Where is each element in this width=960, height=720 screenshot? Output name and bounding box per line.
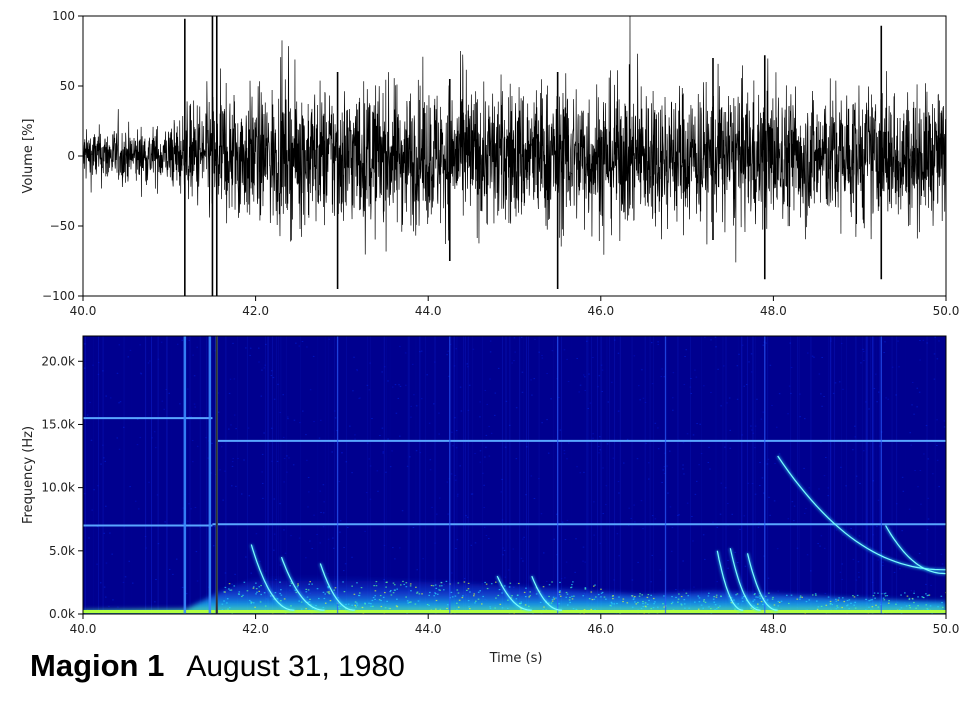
spectrogram-noise-speckle: [83, 336, 946, 614]
waveform-x-tick-label: 40.0: [70, 304, 97, 318]
spectrogram-whistler: [777, 455, 946, 571]
spectrogram-whistler: [496, 575, 532, 611]
waveform-trace: [83, 16, 946, 263]
waveform-y-tick-label: −50: [50, 219, 75, 233]
spectrogram-y-tick-label: 15.0k: [41, 417, 75, 431]
spectrogram-plot: [83, 336, 946, 614]
spectrogram-frame: [82, 335, 947, 615]
spectrogram-whistler: [531, 575, 562, 611]
waveform-x-ticks: 40.0 42.0 44.0 46.0 48.0 50.0: [70, 296, 960, 318]
spectrogram-y-tick-label: 0.0k: [49, 607, 75, 621]
waveform-x-tick-label: 48.0: [760, 304, 787, 318]
spectrogram-background: [83, 336, 946, 614]
waveform-y-tick-label: 100: [52, 9, 75, 23]
waveform-y-tick-label: −100: [42, 289, 75, 303]
spectrogram-y-axis-label: Frequency (Hz): [21, 426, 36, 524]
waveform-y-tick-label: 0: [67, 149, 75, 163]
spectrogram-panel: 20.0k 15.0k 10.0k 5.0k 0.0k 40.0 42.0 44.0 46.0…: [21, 335, 960, 666]
spectrogram-whistler: [319, 563, 355, 611]
caption-instrument: Magion 1: [30, 648, 165, 683]
spectrogram-whistler: [885, 525, 946, 575]
waveform-x-tick-label: 50.0: [933, 304, 960, 318]
waveform-x-tick-label: 44.0: [415, 304, 442, 318]
spectrogram-x-tick-label: 42.0: [242, 622, 269, 636]
caption: Magion 1 August 31, 1980: [30, 648, 405, 684]
waveform-x-tick-label: 42.0: [242, 304, 269, 318]
spectrogram-whistler: [729, 548, 761, 611]
spectrogram-whistler: [250, 544, 295, 611]
spectrogram-x-ticks: 40.0 42.0 44.0 46.0 48.0 50.0: [70, 614, 960, 636]
spectrogram-whistler: [746, 553, 778, 611]
spectrogram-x-tick-label: 40.0: [70, 622, 97, 636]
spectrogram-y-ticks: 20.0k 15.0k 10.0k 5.0k 0.0k: [41, 354, 83, 621]
spectrogram-y-tick-label: 5.0k: [49, 544, 75, 558]
spectrogram-whistler: [280, 556, 325, 611]
waveform-panel: 100 50 0 −50 −100 40.0 42.0 44.0 46.0 48.0 50.0 V…: [21, 9, 959, 318]
spectrogram-y-tick-label: 10.0k: [41, 481, 75, 495]
waveform-x-tick-label: 46.0: [587, 304, 614, 318]
spectrogram-y-tick-label: 20.0k: [41, 354, 75, 368]
spectrogram-x-tick-label: 46.0: [587, 622, 614, 636]
spectrogram-x-axis-label: Time (s): [489, 651, 543, 666]
spectrogram-x-tick-label: 48.0: [760, 622, 787, 636]
spectrogram-x-tick-label: 44.0: [415, 622, 442, 636]
waveform-y-tick-label: 50: [60, 79, 75, 93]
spectrogram-x-tick-label: 50.0: [933, 622, 960, 636]
waveform-y-axis-label: Volume [%]: [21, 119, 36, 194]
caption-date: August 31, 1980: [186, 650, 405, 683]
waveform-y-ticks: 100 50 0 −50 −100: [42, 9, 83, 303]
spectrogram-whistler: [716, 550, 744, 611]
waveform-plot: [83, 16, 946, 296]
